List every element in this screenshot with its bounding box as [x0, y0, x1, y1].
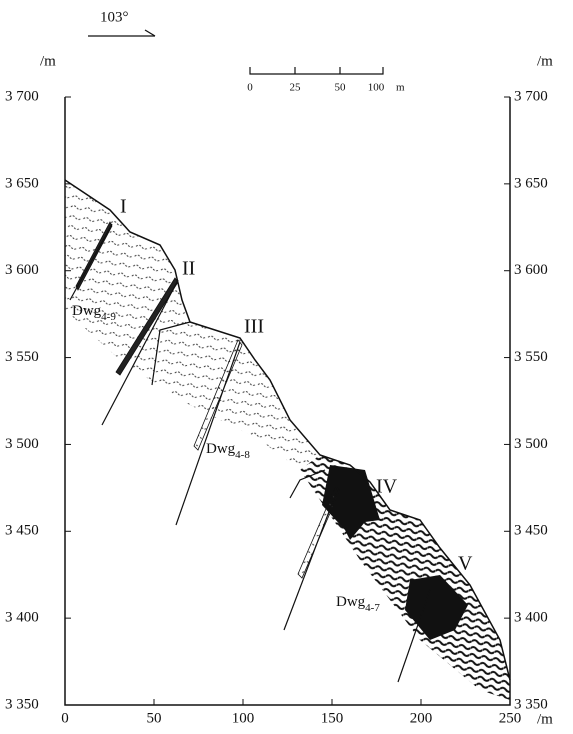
y-tick-label: 3 350	[5, 696, 39, 712]
scale-label: 50	[335, 82, 347, 94]
ore-body-label: I	[120, 196, 127, 218]
orientation-label: 103°	[100, 9, 129, 25]
y-tick-label: 3 600	[5, 262, 39, 278]
y-tick-label: 3 500	[514, 436, 548, 452]
ore-body-label: II	[182, 258, 195, 280]
y-tick-label: 3 700	[514, 88, 548, 104]
scale-label: 0	[247, 82, 253, 94]
arrow-head	[144, 29, 156, 37]
x-tick-label: 0	[61, 710, 69, 726]
x-tick-label: 250	[499, 710, 522, 726]
ore-body-iv	[322, 465, 380, 540]
ore-body-v	[405, 575, 468, 640]
scale-label: 25	[290, 82, 302, 94]
y-tick-label: 3 700	[5, 88, 39, 104]
y-tick-label: 3 650	[5, 175, 39, 191]
terrain-profile	[64, 179, 511, 681]
scale-label: 100	[368, 82, 385, 94]
y-tick-label: 3 550	[5, 349, 39, 365]
y-tick-label: 3 400	[5, 610, 39, 626]
ore-body-label: V	[458, 553, 473, 575]
axis-unit: /m	[537, 53, 553, 69]
y-tick-label: 3 650	[514, 175, 548, 191]
unit-label: Dwg4-7	[336, 594, 380, 613]
axes-frame	[64, 97, 511, 706]
y-tick-label: 3 500	[5, 436, 39, 452]
axis-unit: /m	[537, 711, 553, 727]
y-tick-label: 3 450	[514, 523, 548, 539]
scale-line	[249, 67, 384, 75]
x-tick-label: 200	[410, 710, 433, 726]
unit-label: Dwg4-9	[72, 303, 116, 322]
y-tick-label: 3 550	[514, 349, 548, 365]
ticks: 3 700 3 700 3 650 3 650 3 600 3 600 3 550 3 550…	[5, 88, 548, 726]
ore-body-label: IV	[376, 476, 398, 498]
x-tick-label: 100	[232, 710, 255, 726]
faults	[69, 223, 431, 683]
axis-unit: /m	[40, 53, 56, 69]
y-tick-label: 3 400	[514, 610, 548, 626]
scale-bar: 0 25 50 100 m	[247, 67, 405, 94]
schist-light	[65, 180, 320, 470]
ore-body-label: III	[244, 316, 264, 338]
y-tick-label: 3 600	[514, 262, 548, 278]
y-tick-label: 3 450	[5, 523, 39, 539]
unit-label: Dwg4-8	[206, 441, 250, 460]
x-tick-label: 150	[321, 710, 344, 726]
scale-unit: m	[396, 82, 405, 94]
y-tick-label: 3 350	[514, 696, 548, 712]
x-tick-label: 50	[147, 710, 162, 726]
